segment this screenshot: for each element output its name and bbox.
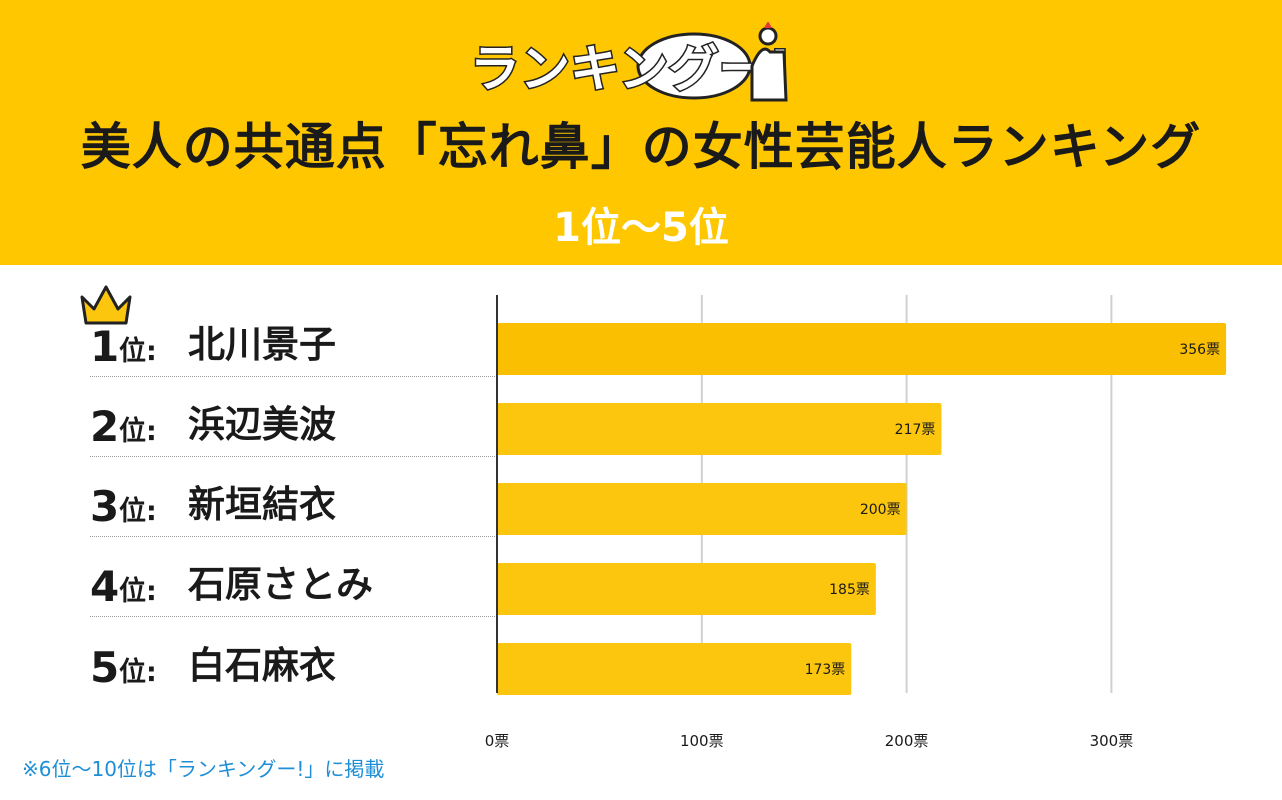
- rank-row-1: 1 位: 北川景子: [90, 297, 495, 377]
- bar-value-label: 200票: [860, 502, 901, 518]
- bar: [497, 643, 852, 695]
- bar: [497, 403, 942, 455]
- rank-name: 新垣結衣: [188, 483, 336, 526]
- rank-suffix: 位:: [119, 657, 157, 688]
- rank-row-5: 5 位: 白石麻衣: [90, 617, 495, 697]
- rank-number: 4: [90, 562, 120, 611]
- crown-icon: [80, 285, 132, 325]
- rank-number: 1: [90, 322, 120, 371]
- rank-number: 2: [90, 402, 120, 451]
- rank-suffix: 位:: [119, 496, 157, 527]
- bar: [497, 483, 907, 535]
- logo-text: ランキングー!: [470, 40, 791, 98]
- page-title: 美人の共通点「忘れ鼻」の女性芸能人ランキング: [80, 118, 1202, 176]
- rank-name: 石原さとみ: [188, 563, 373, 606]
- logo: ランキングー!: [469, 22, 793, 102]
- chicken-thumbs-up-icon: [750, 22, 788, 102]
- rank-name: 浜辺美波: [188, 403, 336, 446]
- speech-bubble-icon: [636, 32, 752, 100]
- rank-suffix: 位:: [119, 416, 157, 447]
- bar-value-label: 217票: [895, 422, 936, 438]
- rank-number: 3: [90, 482, 120, 531]
- footnote: ※6位〜10位は「ランキングー!」に掲載: [22, 757, 385, 781]
- header-banner: ランキングー! 美人の共通点「忘れ鼻」の女性芸能人ランキング 1位〜5位: [0, 0, 1282, 265]
- bar-value-label: 173票: [805, 662, 846, 678]
- x-tick-label: 0票: [485, 732, 510, 750]
- rank-row-2: 2 位: 浜辺美波: [90, 377, 495, 457]
- x-tick-label: 100票: [680, 732, 724, 750]
- bar-value-label: 185票: [829, 582, 870, 598]
- x-tick-label: 200票: [885, 732, 929, 750]
- bar: [497, 323, 1227, 375]
- rank-row-3: 3 位: 新垣結衣: [90, 457, 495, 537]
- bar: [497, 563, 876, 615]
- page-subtitle: 1位〜5位: [553, 205, 729, 251]
- rank-name: 白石麻衣: [188, 644, 336, 687]
- bar-value-label: 356票: [1179, 342, 1220, 358]
- rank-suffix: 位:: [119, 576, 157, 607]
- rank-row-4: 4 位: 石原さとみ: [90, 537, 495, 617]
- rank-number: 5: [90, 643, 120, 692]
- x-tick-label: 300票: [1090, 732, 1134, 750]
- rank-suffix: 位:: [119, 336, 157, 367]
- rank-name: 北川景子: [188, 323, 336, 366]
